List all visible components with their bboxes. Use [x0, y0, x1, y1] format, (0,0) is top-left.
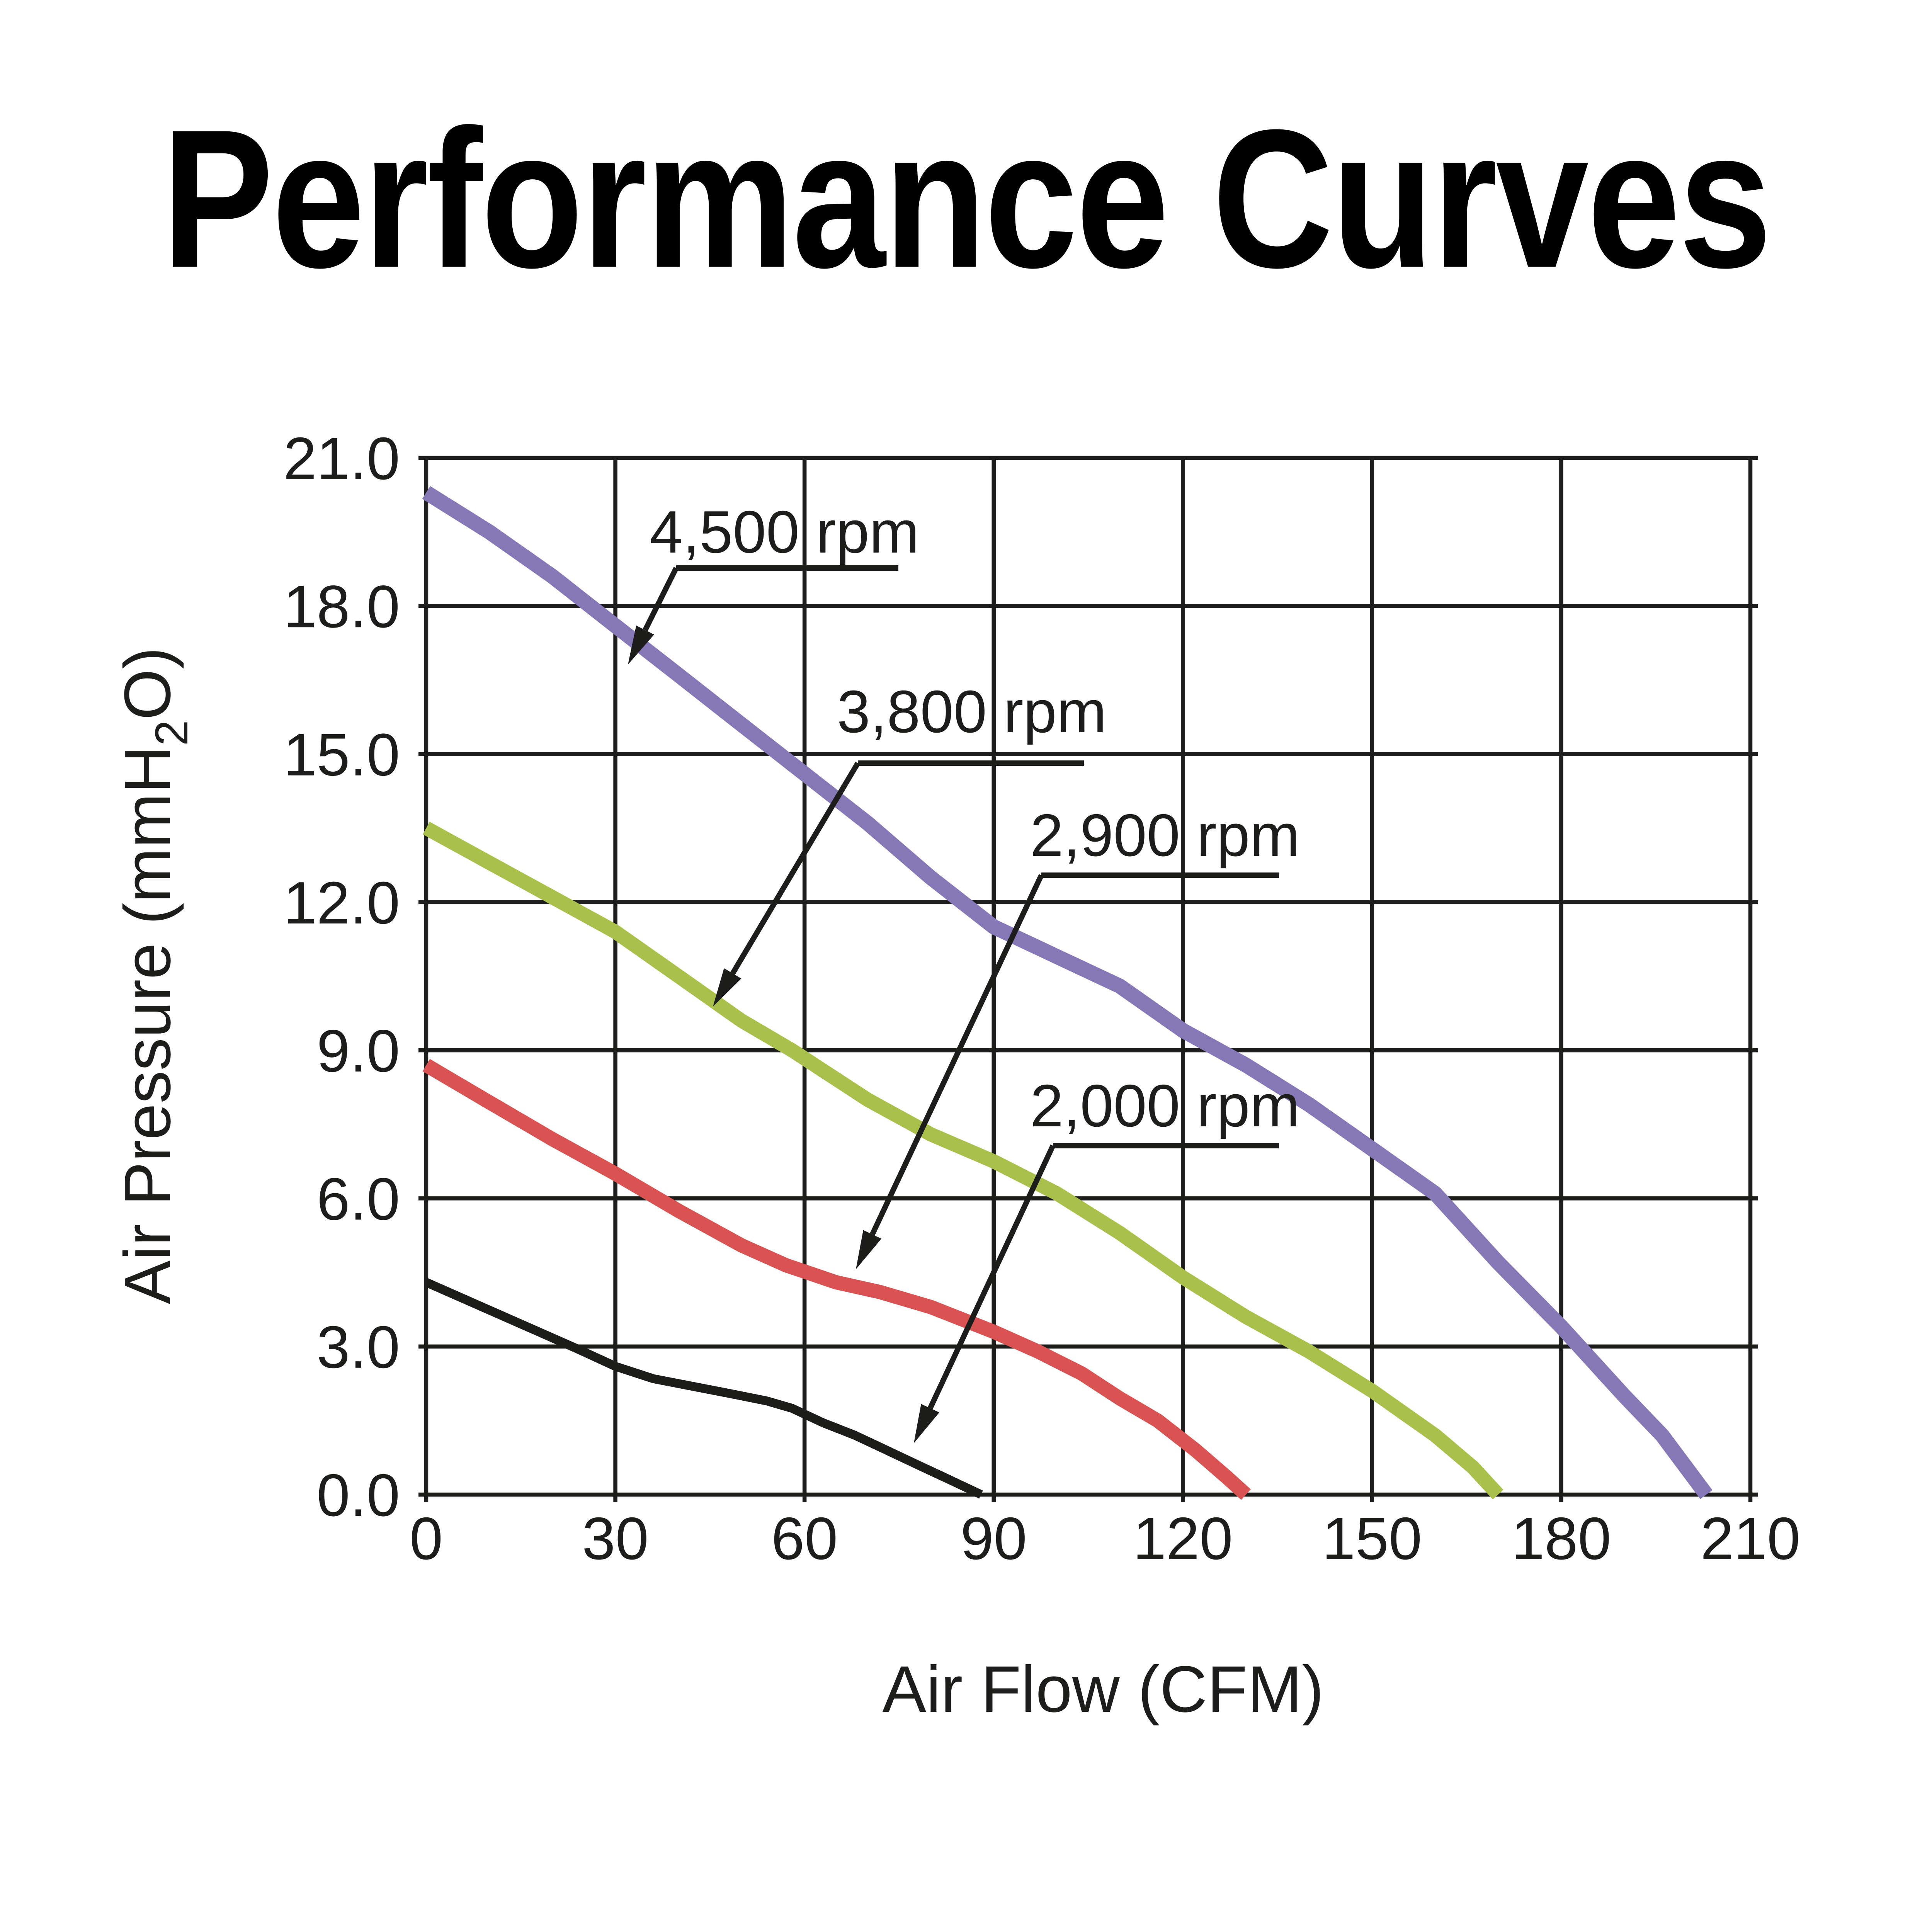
callout-label-4500rpm: 4,500 rpm [650, 498, 919, 565]
y-tick-label-21.0: 21.0 [283, 425, 400, 492]
x-tick-label-210: 210 [1701, 1505, 1801, 1572]
x-tick-label-30: 30 [582, 1505, 648, 1572]
callout-label-2900rpm: 2,900 rpm [1030, 802, 1300, 869]
callout-arrow-head [914, 1404, 939, 1443]
grid-layer [418, 456, 1758, 1502]
callout-arrow-line [643, 566, 679, 631]
callout-arrow-head [856, 1230, 882, 1269]
y-tick-label-9.0: 9.0 [317, 1017, 400, 1084]
chart-title: Performance Curves [162, 88, 1772, 309]
x-tick-label-0: 0 [410, 1505, 443, 1572]
y-tick-label-0.0: 0.0 [317, 1462, 400, 1529]
x-tick-label-120: 120 [1133, 1505, 1233, 1572]
series-layer [422, 486, 1713, 1500]
y-tick-label-15.0: 15.0 [283, 721, 400, 788]
y-tick-label-12.0: 12.0 [283, 869, 400, 936]
y-tick-label-18.0: 18.0 [283, 573, 400, 640]
curve-2900rpm [422, 1059, 1251, 1500]
x-tick-label-90: 90 [961, 1505, 1027, 1572]
y-axis-title: Air Pressure (mmH2O) [111, 647, 197, 1304]
x-tick-label-180: 180 [1511, 1505, 1611, 1572]
y-tick-label-3.0: 3.0 [317, 1314, 400, 1381]
callout-arrow-line [870, 874, 1044, 1236]
y-tick-label-6.0: 6.0 [317, 1165, 400, 1232]
callout-label-2000rpm: 2,000 rpm [1030, 1072, 1300, 1139]
x-tick-label-150: 150 [1322, 1505, 1422, 1572]
axis-text-layer: 0.0 3.0 6.0 9.0 12.0 15.0 18.0 21.0 0 30 60 90 120 15… [111, 425, 1800, 1726]
x-tick-label-60: 60 [771, 1505, 838, 1572]
callout-label-3800rpm: 3,800 rpm [837, 678, 1107, 745]
curve-2000rpm [424, 1278, 983, 1499]
curve-4500rpm [422, 486, 1713, 1499]
callout-arrow-head [628, 625, 654, 665]
callout-layer: 4,500 rpm 3,800 rpm 2,900 rpm 2,000 rpm [628, 498, 1300, 1443]
callout-arrow-head [713, 968, 742, 1007]
callout-arrow-line [730, 762, 861, 975]
callout-arrow-line [928, 1145, 1056, 1410]
curve-3800rpm [423, 821, 1503, 1500]
x-axis-title: Air Flow (CFM) [883, 1653, 1324, 1726]
